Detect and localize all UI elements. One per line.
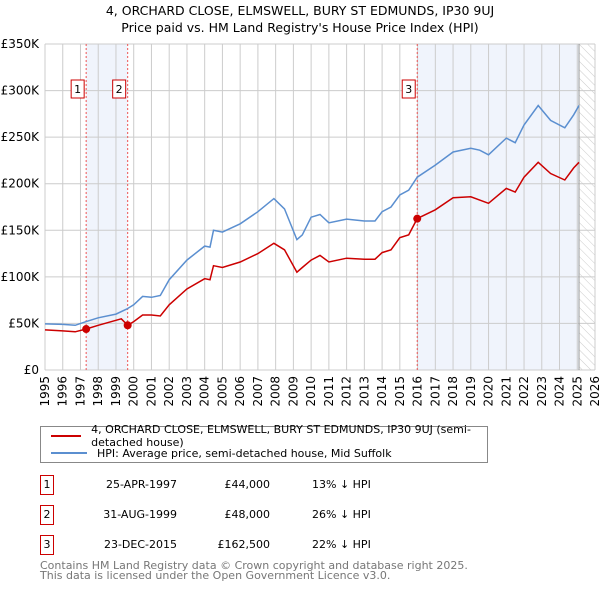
x-tick-label: 2007 [251, 376, 265, 407]
x-tick-label: 2003 [180, 376, 194, 407]
sale-price: £48,000 [224, 508, 271, 521]
legend-swatch-red [51, 435, 82, 437]
footer-copyright: Contains HM Land Registry data © Crown c… [40, 559, 468, 572]
x-tick-label: 2004 [198, 376, 212, 407]
sale-marker-label: 1 [74, 83, 81, 96]
y-tick-label: £50K [8, 316, 40, 330]
sale-hpi-diff: 13% ↓ HPI [312, 478, 371, 491]
x-tick-label: 2010 [304, 376, 318, 407]
x-tick-label: 2016 [411, 376, 425, 407]
x-tick-label: 2011 [322, 376, 336, 407]
sale-marker-badge: 3 [40, 535, 54, 555]
x-tick-label: 1999 [109, 376, 123, 407]
sale-point [82, 325, 91, 334]
x-tick-label: 2015 [393, 376, 407, 407]
y-tick-label: £250K [1, 130, 41, 144]
x-tick-label: 2024 [553, 376, 567, 407]
x-tick-label: 2006 [233, 376, 247, 407]
legend-item-property: 4, ORCHARD CLOSE, ELMSWELL, BURY ST EDMU… [51, 423, 487, 449]
legend-label: 4, ORCHARD CLOSE, ELMSWELL, BURY ST EDMU… [91, 423, 471, 449]
x-tick-label: 2009 [286, 376, 300, 407]
x-tick-label: 2022 [517, 376, 531, 407]
sale-point [413, 214, 422, 223]
x-tick-label: 2000 [127, 376, 141, 407]
x-tick-label: 2012 [340, 376, 354, 407]
y-tick-label: £200K [1, 177, 41, 191]
x-tick-label: 2021 [499, 376, 513, 407]
y-tick-label: £100K [1, 270, 41, 284]
chart-legend: 4, ORCHARD CLOSE, ELMSWELL, BURY ST EDMU… [40, 423, 488, 463]
x-tick-label: 2013 [357, 376, 371, 407]
sale-marker-box [401, 79, 416, 99]
legend-swatch-blue [51, 452, 87, 454]
sale-marker-badge: 1 [40, 475, 54, 495]
price-chart: 1 2 3 £0 £50K £100K £150K £200K £250K £300K £350K 1… [1, 37, 600, 407]
x-tick-label: 1995 [38, 376, 52, 407]
footer-licence: This data is licensed under the Open Gov… [40, 569, 391, 582]
sale-hpi-diff: 22% ↓ HPI [312, 538, 371, 551]
y-tick-label: £300K [1, 84, 41, 98]
y-tick-label: £150K [1, 223, 41, 237]
x-tick-label: 2019 [464, 376, 478, 407]
chart-title: 4, ORCHARD CLOSE, ELMSWELL, BURY ST EDMU… [105, 3, 495, 18]
sale-marker-box [112, 79, 127, 99]
legend-label: HPI: Average price, semi-detached house,… [97, 446, 392, 460]
sale-marker-badge: 2 [40, 505, 54, 525]
sale-price: £162,500 [217, 538, 271, 551]
sale-marker-label: 3 [405, 83, 412, 96]
table-row: 2 31-AUG-1999 £48,000 26% ↓ HPI [40, 505, 440, 525]
shaded-period [417, 44, 580, 370]
sale-marker-box [70, 79, 85, 99]
sale-price: £44,000 [224, 478, 271, 491]
sale-date: 23-DEC-2015 [103, 538, 177, 551]
y-tick-label: £350K [1, 37, 41, 51]
x-tick-label: 2020 [482, 376, 496, 407]
x-tick-label: 1997 [73, 376, 87, 407]
table-row: 1 25-APR-1997 £44,000 13% ↓ HPI [40, 475, 440, 495]
x-tick-label: 2002 [162, 376, 176, 407]
table-row: 3 23-DEC-2015 £162,500 22% ↓ HPI [40, 535, 440, 555]
y-tick-label: £0 [24, 363, 39, 377]
property-price-line [44, 161, 580, 333]
hpi-line [44, 104, 580, 327]
future-hatch-region [579, 44, 595, 370]
x-tick-label: 2001 [144, 376, 158, 407]
sale-point [123, 321, 132, 330]
sale-date: 31-AUG-1999 [103, 508, 177, 521]
sale-marker-label: 2 [116, 83, 123, 96]
x-tick-label: 2025 [570, 376, 584, 407]
x-tick-label: 2023 [535, 376, 549, 407]
x-tick-label: 2018 [446, 376, 460, 407]
x-tick-label: 1996 [56, 376, 70, 407]
x-tick-label: 2017 [428, 376, 442, 407]
sale-hpi-diff: 26% ↓ HPI [312, 508, 371, 521]
x-tick-label: 2008 [269, 376, 283, 407]
x-tick-label: 2026 [588, 376, 600, 407]
x-tick-label: 2005 [215, 376, 229, 407]
sale-date: 25-APR-1997 [105, 478, 177, 491]
x-tick-label: 2014 [375, 376, 389, 407]
x-tick-label: 1998 [91, 376, 105, 407]
chart-subtitle: Price paid vs. HM Land Registry's House … [121, 20, 479, 35]
legend-item-hpi: HPI: Average price, semi-detached house,… [51, 445, 392, 461]
